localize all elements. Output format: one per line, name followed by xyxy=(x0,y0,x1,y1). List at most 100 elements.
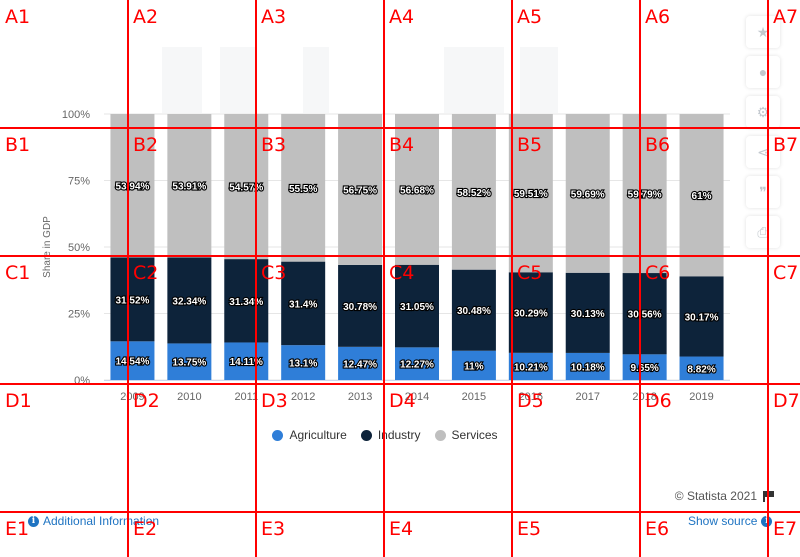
data-label: 30.13% xyxy=(571,309,605,320)
y-tick-label: 0% xyxy=(74,375,90,387)
bar-industry[interactable] xyxy=(281,261,326,346)
data-label: 9.65% xyxy=(630,363,658,374)
data-label: 59.51% xyxy=(514,189,548,200)
legend-label-industry: Industry xyxy=(377,428,421,442)
legend-dot-agriculture xyxy=(272,429,284,441)
flag-icon[interactable] xyxy=(763,490,774,502)
info-icon: i xyxy=(761,515,773,527)
data-label: 10.18% xyxy=(571,362,605,373)
background-panel xyxy=(162,47,202,113)
data-label: 30.29% xyxy=(514,309,548,320)
bar-services[interactable] xyxy=(622,114,667,274)
y-tick-label: 100% xyxy=(62,109,90,121)
data-label: 58.52% xyxy=(457,188,491,199)
quote-icon[interactable]: ❞ xyxy=(746,176,780,208)
data-label: 56.75% xyxy=(343,185,377,196)
data-label: 30.78% xyxy=(343,302,377,313)
data-label: 30.56% xyxy=(628,310,662,321)
bar-agriculture[interactable] xyxy=(167,343,212,380)
share-icon[interactable]: ⋖ xyxy=(746,136,780,168)
bar-agriculture[interactable] xyxy=(338,346,383,380)
bar-industry[interactable] xyxy=(679,276,724,357)
bar-services[interactable] xyxy=(395,114,439,265)
legend-item-services[interactable]: Services xyxy=(434,428,498,442)
x-tick-label: 2009 xyxy=(120,391,144,403)
bar-industry[interactable] xyxy=(110,257,155,342)
data-label: 53.91% xyxy=(172,182,206,193)
credits-text[interactable]: © Statista 2021 xyxy=(674,489,757,503)
data-label: 13.1% xyxy=(289,359,317,370)
bar-agriculture[interactable] xyxy=(508,352,553,380)
bar-industry[interactable] xyxy=(395,264,439,348)
x-tick-label: 2012 xyxy=(291,391,315,403)
bar-services[interactable] xyxy=(338,114,383,265)
bar-services[interactable] xyxy=(565,114,610,273)
data-label: 14.54% xyxy=(115,357,149,368)
data-label: 55.5% xyxy=(289,184,317,195)
bar-agriculture[interactable] xyxy=(679,356,724,380)
background-panel xyxy=(303,47,329,113)
data-label: 8.82% xyxy=(687,364,715,375)
toolbar: ★ ● ⚙ ⋖ ❞ ⎙ xyxy=(746,16,780,248)
chart-legend: Agriculture Industry Services xyxy=(0,428,770,442)
bell-icon[interactable]: ● xyxy=(746,56,780,88)
x-tick-label: 2014 xyxy=(405,391,429,403)
bar-industry[interactable] xyxy=(451,269,496,351)
show-source-link[interactable]: Show source i xyxy=(688,514,773,528)
data-label: 59.79% xyxy=(628,190,662,201)
data-label: 11% xyxy=(464,361,484,372)
data-label: 12.27% xyxy=(400,360,434,371)
bar-agriculture[interactable] xyxy=(110,341,155,380)
y-axis-title: Share in GDP xyxy=(42,216,53,278)
legend-label-agriculture: Agriculture xyxy=(289,428,347,442)
bar-services[interactable] xyxy=(451,114,496,270)
x-tick-label: 2017 xyxy=(575,391,599,403)
bar-services[interactable] xyxy=(679,114,724,277)
bar-agriculture[interactable] xyxy=(395,347,439,380)
x-tick-label: 2011 xyxy=(234,391,258,403)
bar-services[interactable] xyxy=(281,114,326,262)
bar-agriculture[interactable] xyxy=(451,350,496,380)
data-label: 56.68% xyxy=(400,185,434,196)
legend-label-services: Services xyxy=(451,428,498,442)
bar-industry[interactable] xyxy=(622,273,667,355)
bar-industry[interactable] xyxy=(338,264,383,347)
bar-agriculture[interactable] xyxy=(281,345,326,380)
bar-industry[interactable] xyxy=(224,259,269,343)
additional-information-link[interactable]: i Additional Information xyxy=(28,514,159,528)
data-label: 14.11% xyxy=(230,357,263,368)
bar-services[interactable] xyxy=(110,114,155,258)
credits: © Statista 2021 xyxy=(675,489,774,503)
x-tick-label: 2019 xyxy=(689,391,713,403)
bar-services[interactable] xyxy=(167,114,212,258)
y-tick-label: 25% xyxy=(68,309,90,321)
bar-agriculture[interactable] xyxy=(565,352,610,380)
show-source-label: Show source xyxy=(688,514,758,528)
bar-services[interactable] xyxy=(224,113,269,260)
bar-agriculture[interactable] xyxy=(224,342,269,380)
data-label: 54.57% xyxy=(229,183,263,194)
info-icon: i xyxy=(28,515,39,527)
y-tick-label: 75% xyxy=(68,176,90,188)
legend-item-agriculture[interactable]: Agriculture xyxy=(272,428,347,442)
x-tick-label: 2013 xyxy=(348,391,372,403)
legend-item-industry[interactable]: Industry xyxy=(360,428,421,442)
data-label: 10.21% xyxy=(514,362,548,373)
data-label: 30.48% xyxy=(457,306,491,317)
star-icon[interactable]: ★ xyxy=(746,16,780,48)
bar-industry[interactable] xyxy=(508,272,553,353)
data-label: 30.17% xyxy=(685,312,719,323)
background-panel xyxy=(444,47,504,113)
data-label: 31.52% xyxy=(115,295,149,306)
x-tick-label: 2015 xyxy=(462,391,486,403)
bar-industry[interactable] xyxy=(167,257,212,344)
print-icon[interactable]: ⎙ xyxy=(746,216,780,248)
data-label: 32.34% xyxy=(172,296,206,307)
x-tick-label: 2018 xyxy=(632,391,656,403)
bar-agriculture[interactable] xyxy=(622,354,667,380)
background-panel xyxy=(220,47,256,113)
bar-industry[interactable] xyxy=(565,272,610,353)
bar-services[interactable] xyxy=(508,113,553,273)
gear-icon[interactable]: ⚙ xyxy=(746,96,780,128)
